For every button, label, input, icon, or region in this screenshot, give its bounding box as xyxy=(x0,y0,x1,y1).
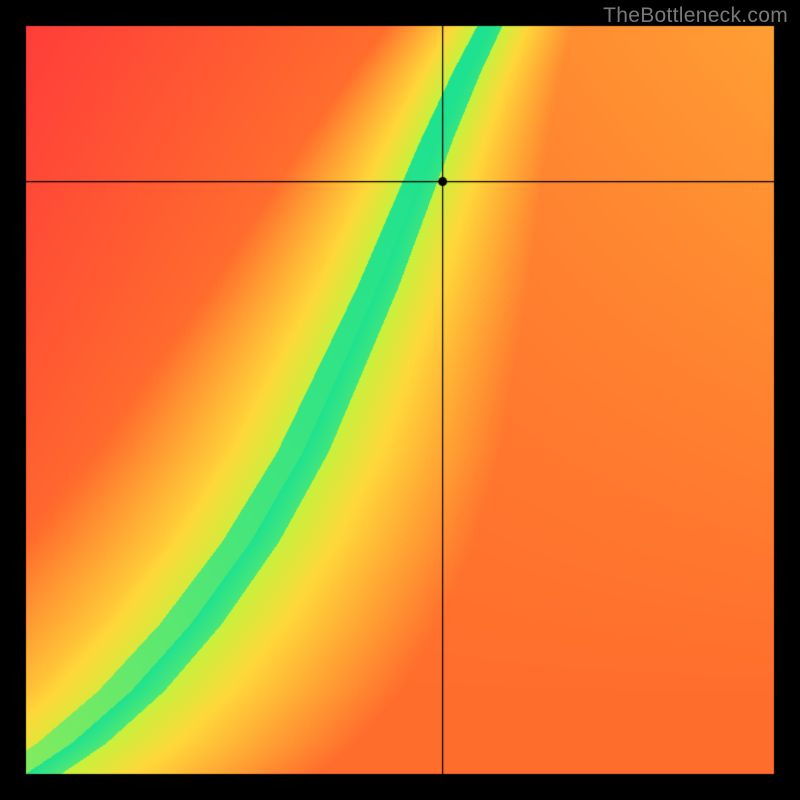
bottleneck-heatmap-canvas xyxy=(0,0,800,800)
chart-container: TheBottleneck.com xyxy=(0,0,800,800)
watermark-text: TheBottleneck.com xyxy=(603,4,788,28)
